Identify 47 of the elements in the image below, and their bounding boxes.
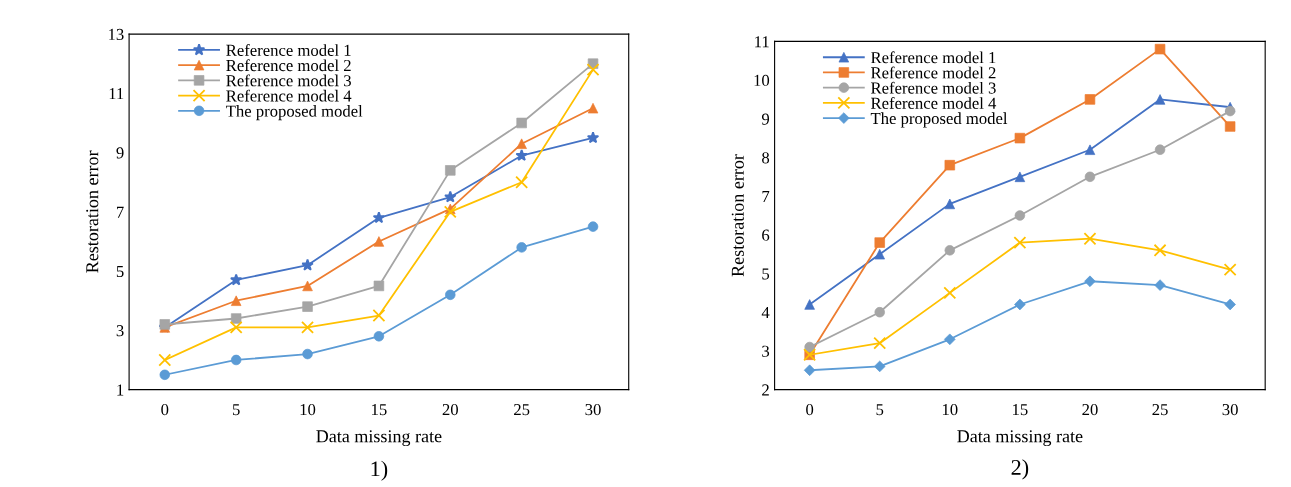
- text: 2): [1011, 459, 1029, 480]
- y-tick-label: 5: [762, 268, 770, 280]
- legend-label: Reference model 1: [870, 51, 996, 64]
- legend-label: Reference model 2: [870, 66, 996, 79]
- text: 1): [371, 460, 388, 481]
- x-tick-label: 20: [442, 403, 458, 416]
- y-tick-label: 10: [754, 74, 770, 87]
- legend-label: The proposed model: [870, 112, 1008, 128]
- y-tick-label: 11: [109, 88, 124, 100]
- legend-label: Reference model 4: [870, 96, 997, 109]
- y-tick-label: 3: [116, 325, 124, 337]
- y-tick-label: 1: [117, 384, 124, 396]
- y-tick-label: 13: [109, 28, 124, 41]
- x-tick-label: 25: [1152, 404, 1168, 416]
- y-tick-label: 5: [116, 265, 124, 278]
- x-tick-label: 20: [1082, 403, 1098, 416]
- x-tick-label: 15: [1013, 404, 1028, 416]
- legend-label: Reference model 2: [226, 59, 351, 72]
- legend-label: Reference model 1: [226, 44, 351, 56]
- x-tick-label: 30: [585, 403, 601, 416]
- y-tick-label: 7: [762, 191, 770, 202]
- x-tick-label: 30: [1222, 403, 1238, 416]
- x-tick-label: 5: [232, 404, 240, 416]
- x-tick-label: 0: [806, 403, 814, 416]
- y-tick-label: 11: [755, 36, 769, 48]
- x-tick-label: 25: [514, 404, 530, 416]
- x-tick-label: 0: [161, 403, 169, 416]
- y-axis-title: Restoration error: [86, 150, 99, 273]
- y-tick-label: 8: [762, 152, 770, 164]
- x-tick-label: 10: [942, 403, 958, 416]
- y-tick-label: 9: [761, 113, 770, 125]
- x-tick-label: 5: [876, 404, 884, 416]
- y-tick-label: 7: [117, 206, 124, 218]
- x-tick-label: 15: [372, 404, 387, 416]
- y-tick-label: 6: [762, 229, 770, 241]
- y-tick-label: 3: [762, 345, 770, 357]
- legend-label: Reference model 4: [226, 89, 352, 102]
- y-tick-label: 9: [116, 147, 124, 159]
- legend-label: Reference model 3: [226, 74, 351, 87]
- x-tick-label: 10: [300, 403, 316, 416]
- x-axis-title: Data missing rate: [316, 430, 442, 447]
- y-tick-label: 4: [761, 307, 770, 318]
- y-axis-title: Restoration error: [731, 154, 744, 277]
- legend-label: The proposed model: [226, 105, 363, 121]
- legend-label: Reference model 3: [870, 81, 996, 94]
- x-axis-title: Data missing rate: [957, 430, 1083, 447]
- y-tick-label: 2: [762, 384, 769, 396]
